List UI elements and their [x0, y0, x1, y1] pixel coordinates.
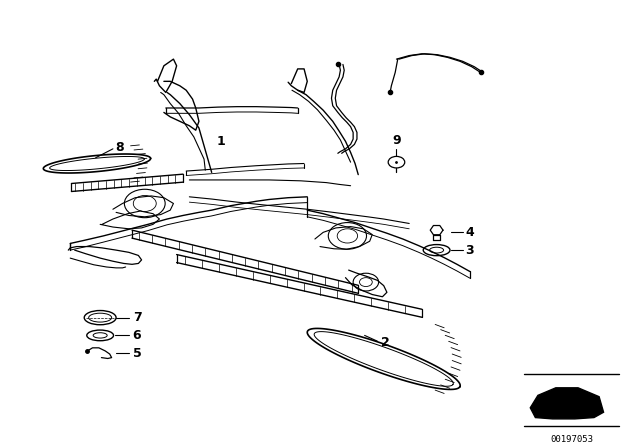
- Text: 8: 8: [115, 141, 124, 154]
- Polygon shape: [531, 388, 604, 419]
- Text: 4: 4: [465, 226, 474, 239]
- Text: 00197053: 00197053: [550, 435, 593, 444]
- Text: 3: 3: [465, 244, 474, 257]
- Text: 2: 2: [381, 336, 390, 349]
- Text: 5: 5: [132, 347, 141, 360]
- Text: 7: 7: [132, 311, 141, 324]
- Text: 1: 1: [217, 135, 226, 148]
- Text: 9: 9: [392, 134, 401, 147]
- Text: 6: 6: [132, 329, 141, 342]
